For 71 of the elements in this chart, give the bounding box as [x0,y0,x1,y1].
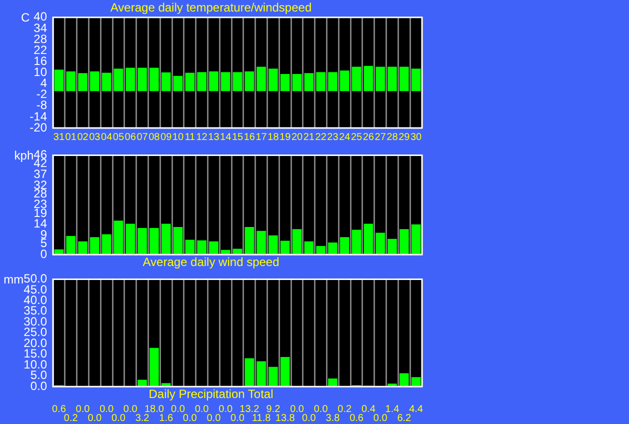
x-tick-label: 18 [268,132,280,143]
data-label: 0.0 [218,404,233,415]
data-label: 3.2 [135,412,150,424]
x-tick-label: 20 [291,132,304,143]
x-tick-label: 05 [112,132,124,143]
x-tick-label: 27 [374,132,386,143]
data-label: 0.0 [230,412,245,424]
x-tick-label: 10 [172,132,184,143]
y-axis-title: kph [14,148,34,163]
data-label: 0.0 [123,404,138,415]
data-label: 4.4 [409,404,424,415]
x-tick-label: 31 [53,132,65,143]
data-label: 9.2 [266,404,281,415]
data-label: 0.0 [112,412,126,424]
data-label: 11.8 [252,412,272,424]
x-tick-label: 19 [280,132,292,143]
x-tick-label: 12 [196,132,208,143]
x-tick-label: 13 [208,132,220,143]
y-axis-title: C [20,10,30,25]
data-label: 3.8 [326,412,340,424]
chart-title: Average daily temperature/windspeed [110,0,312,15]
x-tick-label: 24 [339,132,351,143]
y-axis-title: mm [4,272,24,287]
data-label: 0.6 [350,412,364,424]
x-tick-label: 17 [256,132,268,143]
data-label: 0.0 [100,404,114,415]
data-label: 1.6 [159,412,174,424]
x-tick-label: 11 [184,132,196,143]
y-tick-label: 14 [34,216,48,231]
x-tick-label: 21 [303,132,315,143]
x-tick-label: 04 [101,132,113,143]
x-tick-label: 08 [148,132,160,143]
data-label: 13.2 [240,404,260,415]
data-label: 1.4 [385,404,400,415]
data-label: 0.0 [302,412,316,424]
y-tick-label: 0 [40,246,48,261]
x-tick-label: 16 [244,132,256,143]
data-label: 0.0 [206,412,222,424]
x-tick-label: 14 [220,132,232,143]
x-tick-label: 28 [386,132,398,143]
text: Average daily wind speed [142,255,280,270]
data-label: 0.0 [76,404,90,415]
data-label: 0.4 [361,404,376,415]
x-tick-label: 07 [136,132,148,143]
data-label: 0.0 [88,412,102,424]
data-label: 0.6 [52,404,66,415]
x-tick-label: 03 [89,132,101,143]
x-tick-label: 29 [398,132,410,143]
data-label: 0.0 [373,412,388,424]
x-tick-label: 25 [350,132,363,143]
x-tick-label: 23 [327,132,339,143]
x-tick-label: 30 [410,132,422,143]
data-label: 18.0 [144,404,164,415]
y-tick-label: 37 [34,166,48,181]
x-tick-label: 01 [65,132,77,143]
data-label: 0.0 [314,404,328,415]
data-label: 0.0 [290,404,304,415]
data-label: 13.8 [275,412,296,424]
text: Daily Precipitation Total [148,387,274,402]
data-label: 0.0 [182,412,198,424]
x-tick-label: 02 [77,132,89,143]
x-tick-label: 15 [232,132,244,143]
x-tick-label: 06 [124,132,136,143]
data-label: 6.2 [397,412,412,424]
data-label: 0.0 [171,404,186,415]
x-tick-label: 26 [362,132,374,143]
data-label: 0.0 [194,404,210,415]
x-tick-label: 09 [160,132,172,143]
data-label: 0.2 [64,412,78,424]
x-tick-label: 22 [315,132,327,143]
data-label: 0.2 [338,404,352,415]
